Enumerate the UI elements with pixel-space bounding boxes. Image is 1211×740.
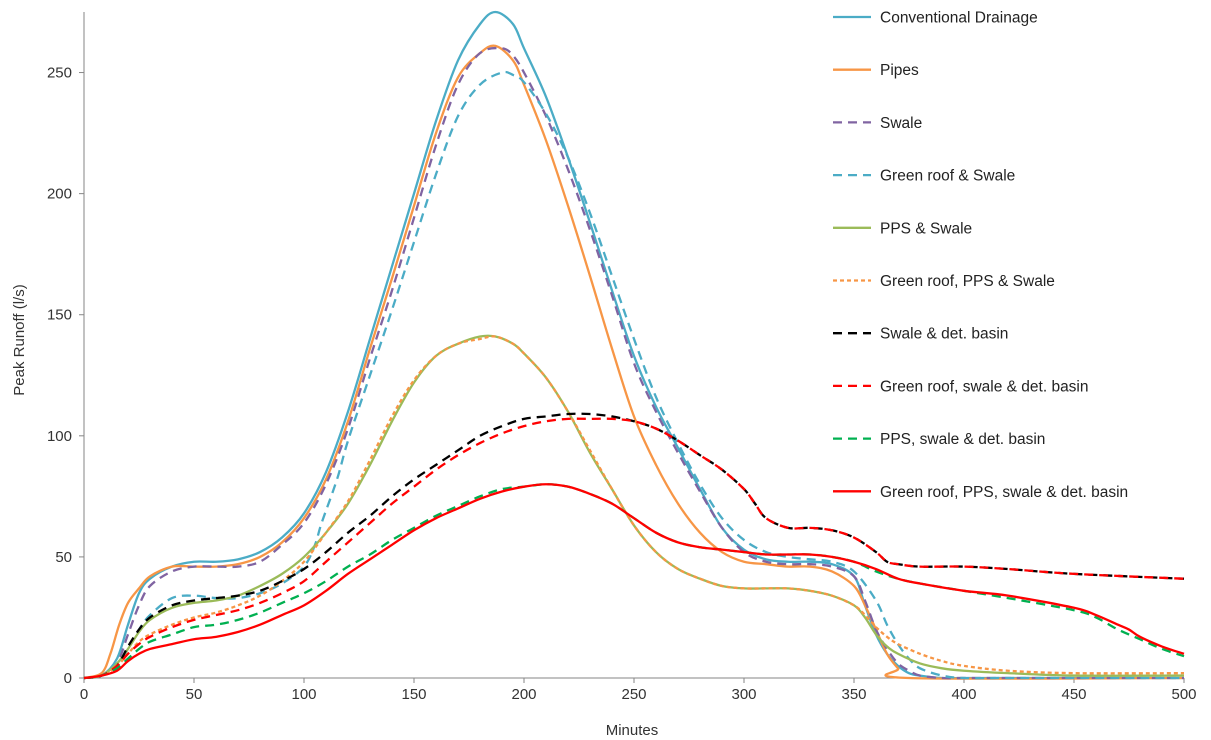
x-tick-label: 350 xyxy=(841,686,866,703)
legend-label-8: Green roof, swale & det. basin xyxy=(880,378,1089,395)
legend-label-4: Green roof & Swale xyxy=(880,168,1015,185)
y-axis-title: Peak Runoff (l/s) xyxy=(11,284,28,395)
x-tick-label: 100 xyxy=(291,686,316,703)
legend-label-3: Swale xyxy=(880,115,922,132)
x-axis-title: Minutes xyxy=(606,722,659,739)
y-tick-label: 250 xyxy=(47,65,72,82)
legend-label-5: PPS & Swale xyxy=(880,220,972,237)
series-line-3 xyxy=(83,46,1184,680)
x-tick-label: 0 xyxy=(80,686,88,703)
series-line-9 xyxy=(83,483,1185,680)
x-tick-label: 250 xyxy=(621,686,646,703)
legend: Conventional Drainage Pipes Swale Green roo… xyxy=(833,10,1128,501)
x-tick-label: 200 xyxy=(511,686,536,703)
series-line-1 xyxy=(83,10,1184,680)
y-tick-label: 50 xyxy=(55,549,72,566)
x-tick-label: 400 xyxy=(951,686,976,703)
x-tick-label: 300 xyxy=(731,686,756,703)
series-line-8 xyxy=(83,417,1185,680)
series-line-7 xyxy=(83,412,1185,680)
x-tick-label: 450 xyxy=(1061,686,1086,703)
legend-label-7: Swale & det. basin xyxy=(880,326,1008,343)
y-tick-label: 0 xyxy=(64,670,72,687)
legend-label-9: PPS, swale & det. basin xyxy=(880,431,1045,448)
y-tick-label: 200 xyxy=(47,186,72,203)
series-line-5 xyxy=(83,334,1185,680)
series-line-2 xyxy=(83,44,1185,680)
y-tick-label: 100 xyxy=(47,428,72,445)
series-line-10 xyxy=(83,483,1185,680)
legend-label-6: Green roof, PPS & Swale xyxy=(880,273,1055,290)
y-tick-label: 150 xyxy=(47,307,72,324)
legend-label-1: Conventional Drainage xyxy=(880,10,1038,27)
legend-label-10: Green roof, PPS, swale & det. basin xyxy=(880,484,1128,501)
legend-label-2: Pipes xyxy=(880,62,919,79)
axes: 0 50 100 150 200 250 300 350 400 450 500 0 50 100 150 2… xyxy=(47,12,1197,703)
x-tick-label: 500 xyxy=(1171,686,1196,703)
series-layer xyxy=(83,10,1185,680)
x-tick-label: 150 xyxy=(401,686,426,703)
series-line-4 xyxy=(83,70,1184,680)
x-tick-label: 50 xyxy=(186,686,203,703)
